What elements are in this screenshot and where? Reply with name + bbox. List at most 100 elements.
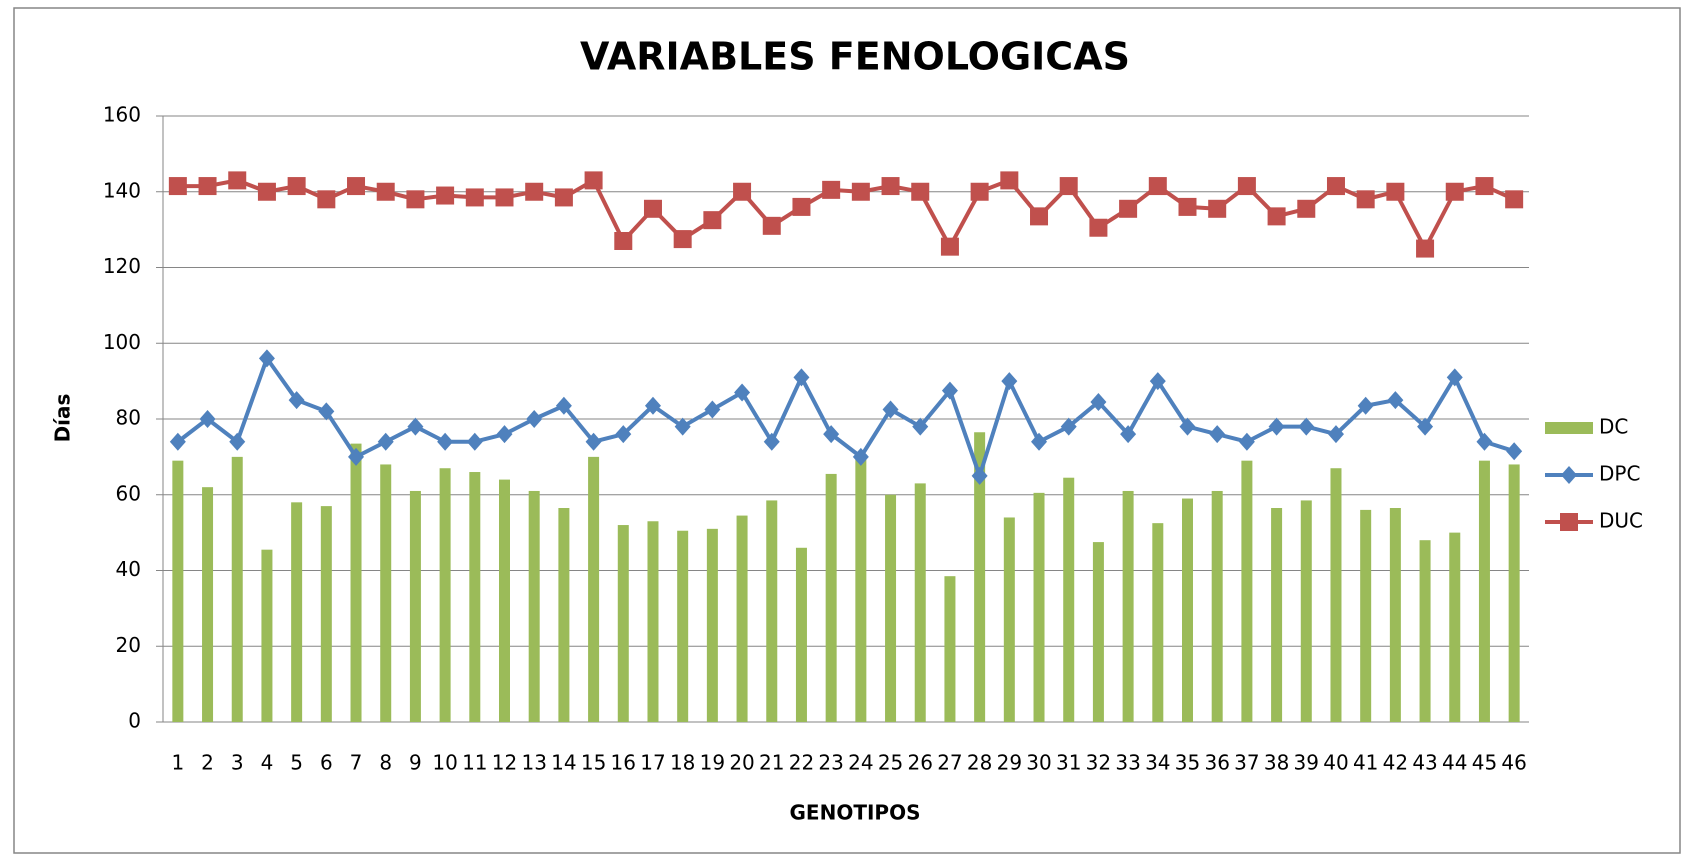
x-tick-label: 7 [350,751,363,775]
bar [825,473,837,722]
x-axis-title: GENOTIPOS [790,801,921,825]
x-tick-label: 5 [290,751,303,775]
x-tick-label: 30 [1026,751,1051,775]
line-marker [1268,417,1285,436]
x-tick-label: 12 [492,751,517,775]
line-marker [525,182,544,201]
line-marker [881,177,900,196]
bar [588,456,600,722]
y-tick-label: 0 [128,709,141,733]
bar [1389,508,1401,722]
line-marker [169,432,186,451]
y-tick-label: 40 [116,557,141,581]
bar [380,464,392,722]
line-marker [733,182,752,201]
x-tick-label: 24 [848,751,873,775]
x-tick-label: 15 [581,751,606,775]
bar [1271,508,1283,722]
line-marker [555,396,572,415]
line-marker [377,432,394,451]
line-marker [436,186,455,205]
x-tick-label: 39 [1294,751,1319,775]
bar [1449,532,1461,722]
line-marker [1445,182,1464,201]
line-marker [1387,391,1404,410]
line-marker [823,425,840,444]
line-marker [1476,432,1493,451]
line-marker [704,400,721,419]
y-tick-label: 120 [103,254,141,278]
x-tick-label: 33 [1115,751,1140,775]
line-marker [763,432,780,451]
bar [320,506,332,722]
line-marker [1505,190,1524,209]
bar [795,547,807,722]
bar [499,479,510,722]
line-marker [585,432,602,451]
line-marker [971,466,988,485]
x-tick-label: 1 [171,751,184,775]
chart-frame [13,7,1681,854]
bar [1033,492,1045,722]
line-marker [1506,442,1523,461]
x-tick-label: 46 [1501,751,1526,775]
line-marker [1297,199,1316,218]
x-tick-label: 34 [1145,751,1170,775]
line-marker [198,177,217,196]
line-marker [615,425,632,444]
x-tick-label: 29 [997,751,1022,775]
line-marker [1238,432,1255,451]
x-tick-label: 45 [1472,751,1497,775]
line-marker [229,432,246,451]
bar [1241,460,1253,722]
line-marker [1031,432,1048,451]
y-tick-label: 140 [103,178,141,202]
y-axis-title: Días [51,394,75,443]
line-marker [822,180,841,199]
bar [172,460,184,722]
line-marker [851,182,870,201]
bar [1122,490,1134,722]
bar [617,525,629,722]
bar [439,468,451,722]
x-tick-label: 27 [937,751,962,775]
line-marker [793,368,810,387]
line-marker [1120,425,1137,444]
line-marker [406,190,425,209]
bar [766,500,778,722]
line-marker [1090,392,1107,411]
line-marker [852,447,869,466]
x-tick-label: 28 [967,751,992,775]
x-tick-label: 13 [521,751,546,775]
line-marker [1208,199,1227,218]
bar [706,528,718,722]
line-marker [348,447,365,466]
line-marker [1001,372,1018,391]
line-marker [1060,417,1077,436]
line-marker [1089,218,1108,237]
bar [736,515,748,722]
x-tick-label: 37 [1234,751,1259,775]
bar [1211,490,1223,722]
line-marker [1209,425,1226,444]
line-marker [347,177,366,196]
legend-label: DUC [1599,509,1643,533]
x-tick-label: 4 [261,751,274,775]
bar [1182,498,1193,722]
bar [202,487,214,722]
x-tick-label: 32 [1086,751,1111,775]
line-marker [1475,177,1494,196]
line-marker [257,182,276,201]
line-marker [1327,425,1344,444]
x-tick-label: 10 [432,751,457,775]
x-tick-label: 20 [729,751,754,775]
bar [1003,517,1015,722]
line-marker [1059,177,1078,196]
line-marker [288,391,305,410]
line-marker [496,425,513,444]
x-tick-label: 6 [320,751,333,775]
line-marker [940,237,959,256]
line-marker [703,211,722,230]
line-marker [941,381,958,400]
line-marker [168,177,187,196]
